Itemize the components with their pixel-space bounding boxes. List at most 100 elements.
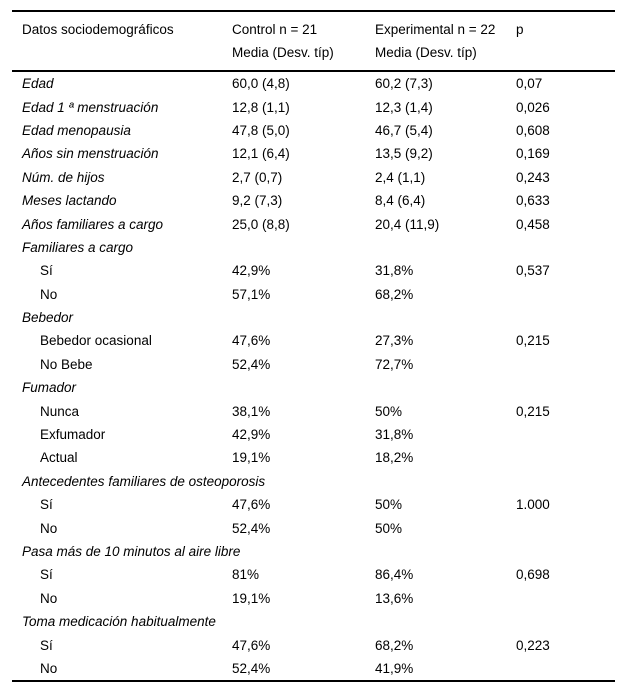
table-row: Actual 19,1% 18,2% xyxy=(12,446,615,469)
cell-experimental: 8,4 (6,4) xyxy=(375,193,426,209)
cell-p: 0,537 xyxy=(516,263,550,279)
cell-p: 0,633 xyxy=(516,193,550,209)
table-header: Datos sociodemográficos Control n = 21 E… xyxy=(12,12,615,72)
cell-control: 47,6% xyxy=(232,497,271,513)
table-row: No 52,4% 41,9% xyxy=(12,657,615,680)
cell-p: 0,07 xyxy=(516,76,543,92)
cell-p: 0,698 xyxy=(516,567,550,583)
cell-label: Familiares a cargo xyxy=(22,239,134,255)
cell-control: 19,1% xyxy=(232,590,271,606)
cell-label: Antecedentes familiares de osteoporosis xyxy=(22,473,266,489)
cell-experimental: 18,2% xyxy=(375,450,414,466)
cell-experimental: 50% xyxy=(375,520,403,536)
cell-label: Años familiares a cargo xyxy=(22,216,164,232)
table-row: Núm. de hijos 2,7 (0,7) 2,4 (1,1) 0,243 xyxy=(12,166,615,189)
header-row-1: Datos sociodemográficos Control n = 21 E… xyxy=(12,12,615,41)
cell-control: 60,0 (4,8) xyxy=(232,76,290,92)
cell-label: Exfumador xyxy=(40,427,106,443)
cell-label: Actual xyxy=(40,450,78,466)
cell-label: Sí xyxy=(40,567,53,583)
cell-control: 52,4% xyxy=(232,660,271,676)
cell-label: Bebedor xyxy=(22,310,74,326)
cell-control: 12,1 (6,4) xyxy=(232,146,290,162)
cell-experimental: 13,6% xyxy=(375,590,414,606)
cell-label: Edad 1 ª menstruación xyxy=(22,99,159,115)
cell-experimental: 86,4% xyxy=(375,567,414,583)
cell-label: Edad xyxy=(22,76,54,92)
header-empty-cell xyxy=(12,45,222,60)
cell-control: 52,4% xyxy=(232,520,271,536)
table-row: Nunca 38,1% 50% 0,215 xyxy=(12,399,615,422)
cell-control: 42,9% xyxy=(232,263,271,279)
table-row: Exfumador 42,9% 31,8% xyxy=(12,423,615,446)
cell-experimental: 68,2% xyxy=(375,637,414,653)
cell-label: Edad menopausia xyxy=(22,122,131,138)
table-row: No 52,4% 50% xyxy=(12,516,615,539)
table-row: Edad 60,0 (4,8) 60,2 (7,3) 0,07 xyxy=(12,72,615,95)
header-control-subtitle: Media (Desv. típ) xyxy=(232,45,334,60)
cell-label: Pasa más de 10 minutos al aire libre xyxy=(22,544,241,559)
header-p-label: p xyxy=(516,22,524,37)
header-variable-label: Datos sociodemográficos xyxy=(22,22,174,37)
table-row: No Bebe 52,4% 72,7% xyxy=(12,353,615,376)
cell-control: 9,2 (7,3) xyxy=(232,193,283,209)
cell-control: 52,4% xyxy=(232,356,271,372)
table-row: Antecedentes familiares de osteoporosis xyxy=(12,470,615,493)
table-row: Sí 47,6% 68,2% 0,223 xyxy=(12,633,615,656)
cell-label: Fumador xyxy=(22,380,77,396)
table-row: Bebedor xyxy=(12,306,615,329)
cell-experimental: 50% xyxy=(375,403,403,419)
table-row: Años sin menstruación 12,1 (6,4) 13,5 (9,2… xyxy=(12,142,615,165)
table-row: Edad 1 ª menstruación 12,8 (1,1) 12,3 (1,4… xyxy=(12,95,615,118)
cell-control: 12,8 (1,1) xyxy=(232,99,290,115)
header-experimental-subtitle: Media (Desv. típ) xyxy=(375,45,477,60)
cell-experimental: 27,3% xyxy=(375,333,414,349)
table-row: Fumador xyxy=(12,376,615,399)
cell-experimental: 41,9% xyxy=(375,660,414,676)
header-experimental-label: Experimental n = 22 xyxy=(375,22,496,37)
table-row: Bebedor ocasional 47,6% 27,3% 0,215 xyxy=(12,329,615,352)
cell-label: Años sin menstruación xyxy=(22,146,159,162)
cell-p: 0,169 xyxy=(516,146,550,162)
cell-label: Toma medicación habitualmente xyxy=(22,614,216,630)
table-row: Sí 42,9% 31,8% 0,537 xyxy=(12,259,615,282)
cell-p: 0,458 xyxy=(516,216,550,232)
header-control-label: Control n = 21 xyxy=(232,22,318,37)
cell-experimental: 31,8% xyxy=(375,263,414,279)
cell-label: Núm. de hijos xyxy=(22,169,105,185)
cell-control: 47,8 (5,0) xyxy=(232,122,290,138)
table-row: Meses lactando 9,2 (7,3) 8,4 (6,4) 0,633 xyxy=(12,189,615,212)
cell-label: Sí xyxy=(40,497,53,513)
cell-label: No xyxy=(40,590,58,606)
cell-control: 25,0 (8,8) xyxy=(232,216,290,232)
table-row: Sí 47,6% 50% 1.000 xyxy=(12,493,615,516)
cell-control: 81% xyxy=(232,567,260,583)
table-row: Edad menopausia 47,8 (5,0) 46,7 (5,4) 0,608 xyxy=(12,119,615,142)
cell-control: 47,6% xyxy=(232,333,271,349)
cell-p: 0,215 xyxy=(516,403,550,419)
header-empty-cell xyxy=(506,45,615,60)
cell-experimental: 68,2% xyxy=(375,286,414,302)
cell-experimental: 12,3 (1,4) xyxy=(375,99,433,115)
cell-label: Nunca xyxy=(40,403,80,419)
cell-control: 2,7 (0,7) xyxy=(232,169,283,185)
cell-label: No xyxy=(40,286,58,302)
cell-control: 38,1% xyxy=(232,403,271,419)
table-row: Pasa más de 10 minutos al aire libre xyxy=(12,540,615,563)
cell-p: 0,215 xyxy=(516,333,550,349)
table-row: Familiares a cargo xyxy=(12,236,615,259)
cell-p: 0,223 xyxy=(516,637,550,653)
cell-experimental: 2,4 (1,1) xyxy=(375,169,426,185)
cell-experimental: 50% xyxy=(375,497,403,513)
cell-experimental: 60,2 (7,3) xyxy=(375,76,433,92)
header-row-2: Media (Desv. típ) Media (Desv. típ) xyxy=(12,41,615,70)
cell-label: No xyxy=(40,520,58,536)
cell-experimental: 46,7 (5,4) xyxy=(375,122,433,138)
table-row: No 57,1% 68,2% xyxy=(12,283,615,306)
cell-label: Bebedor ocasional xyxy=(40,333,152,349)
cell-p: 0,026 xyxy=(516,99,550,115)
cell-label: Sí xyxy=(40,637,53,653)
cell-p: 0,608 xyxy=(516,122,550,138)
sociodemographic-table: Datos sociodemográficos Control n = 21 E… xyxy=(12,10,615,683)
